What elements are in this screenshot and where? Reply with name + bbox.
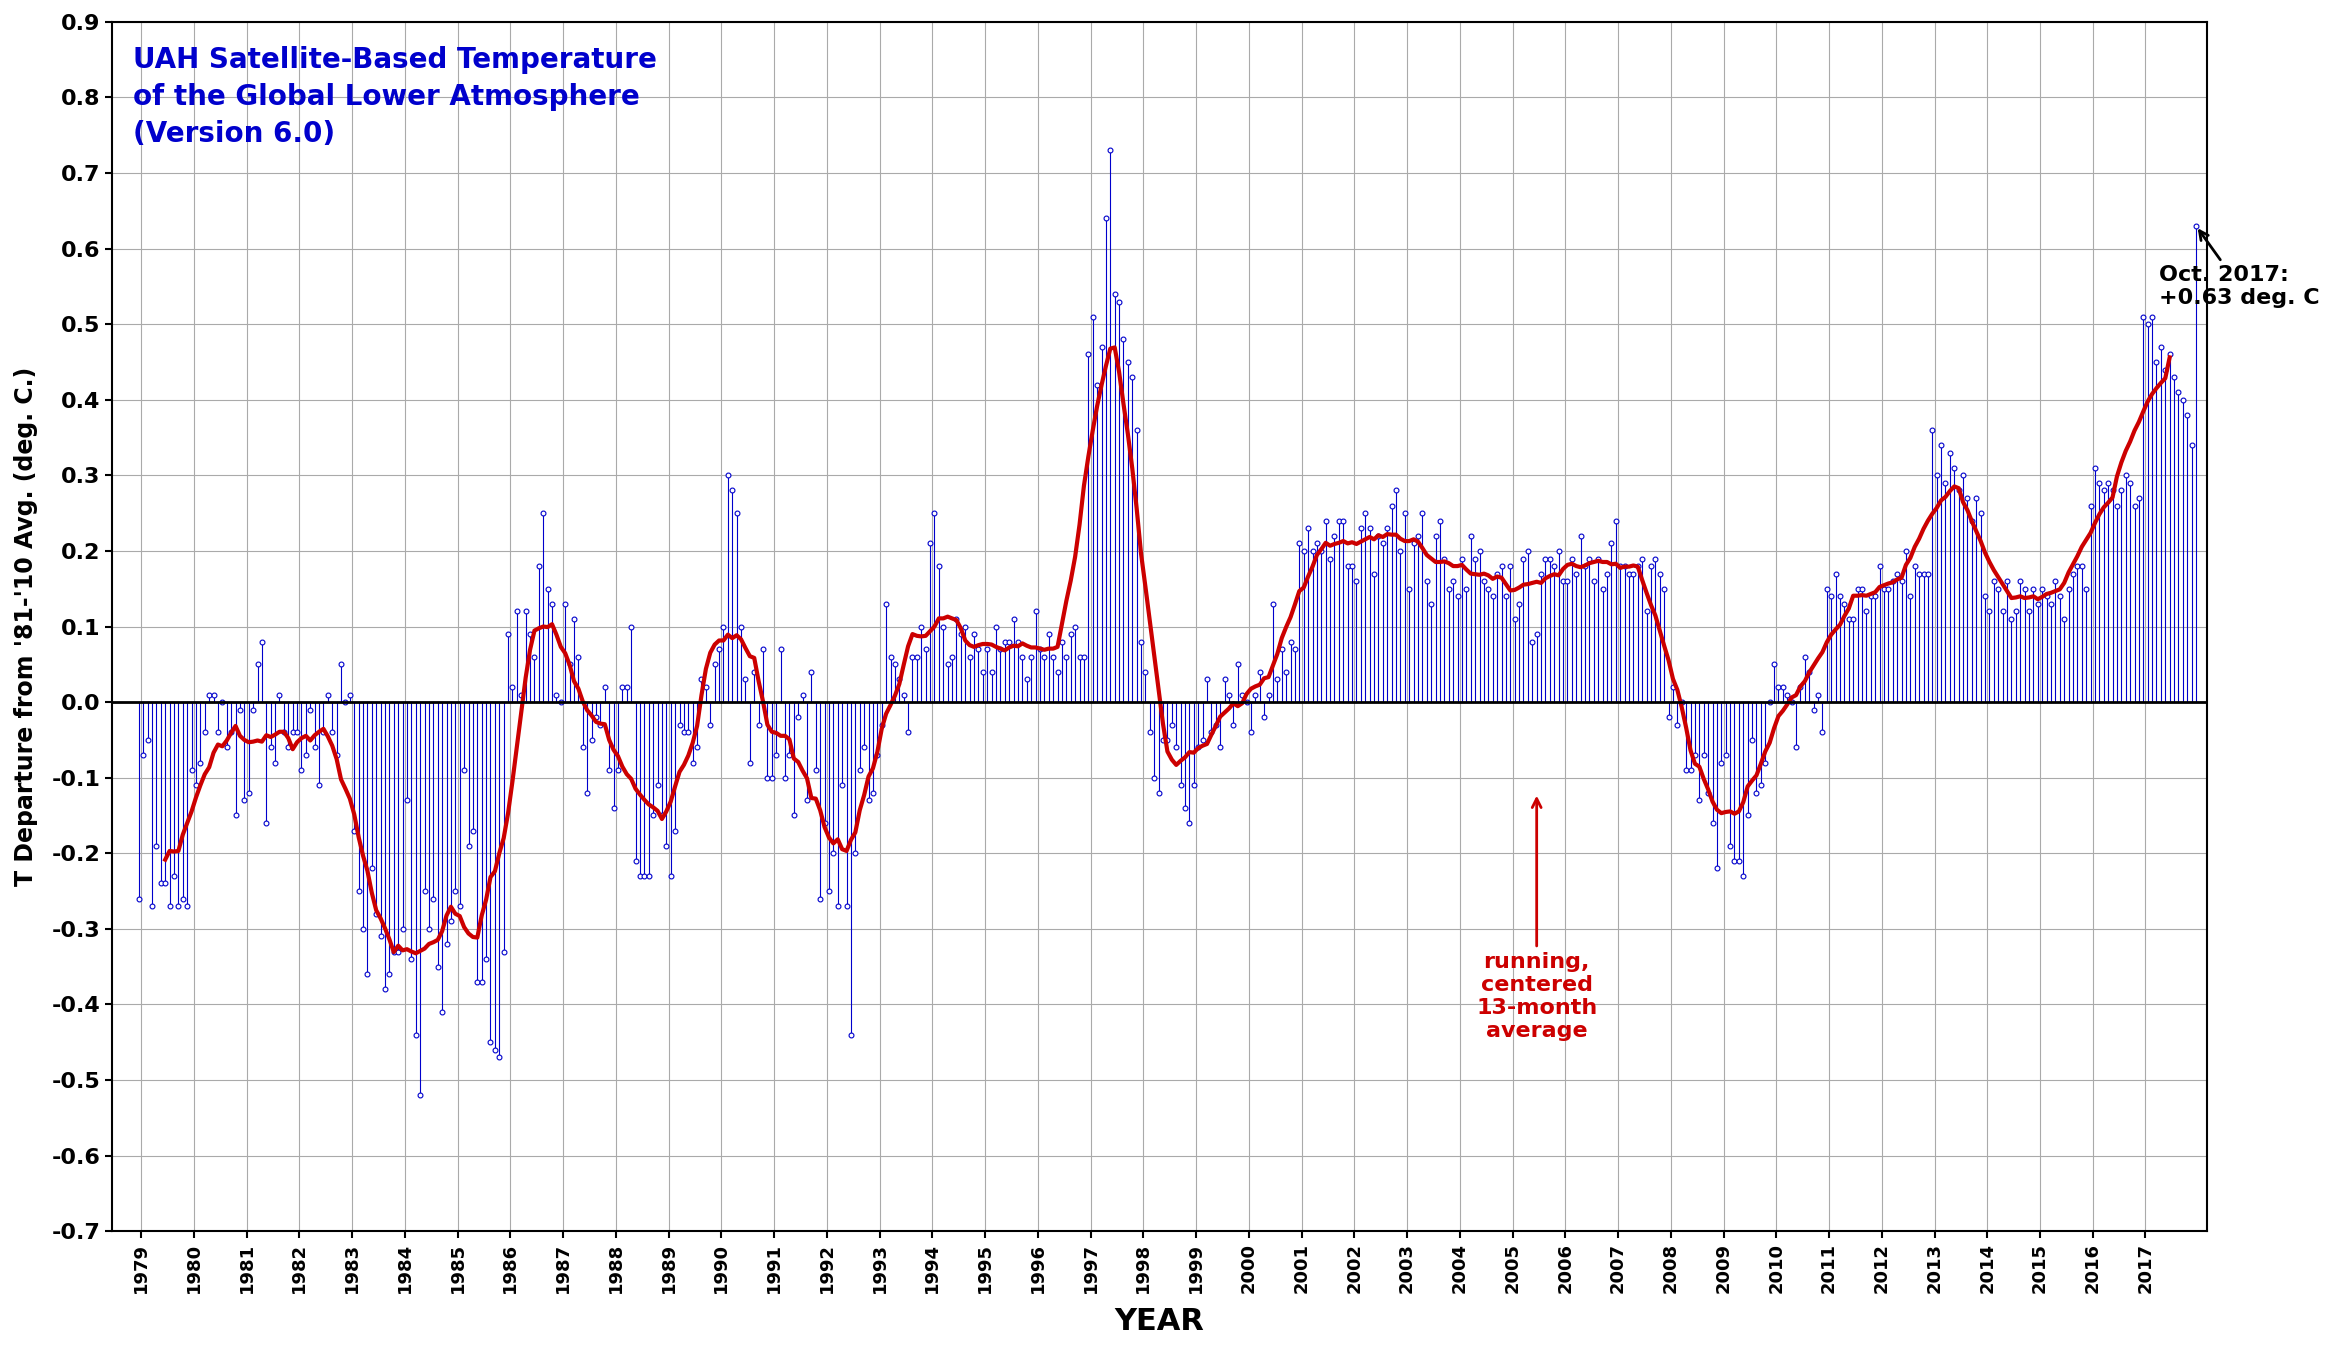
Text: Oct. 2017:
+0.63 deg. C: Oct. 2017: +0.63 deg. C: [2160, 231, 2319, 308]
Y-axis label: T Departure from '81-'10 Avg. (deg. C.): T Departure from '81-'10 Avg. (deg. C.): [14, 367, 37, 886]
X-axis label: YEAR: YEAR: [1114, 1307, 1205, 1336]
Text: UAH Satellite-Based Temperature
of the Global Lower Atmosphere
(Version 6.0): UAH Satellite-Based Temperature of the G…: [133, 46, 658, 147]
Text: running,
centered
13-month
average: running, centered 13-month average: [1477, 799, 1598, 1041]
